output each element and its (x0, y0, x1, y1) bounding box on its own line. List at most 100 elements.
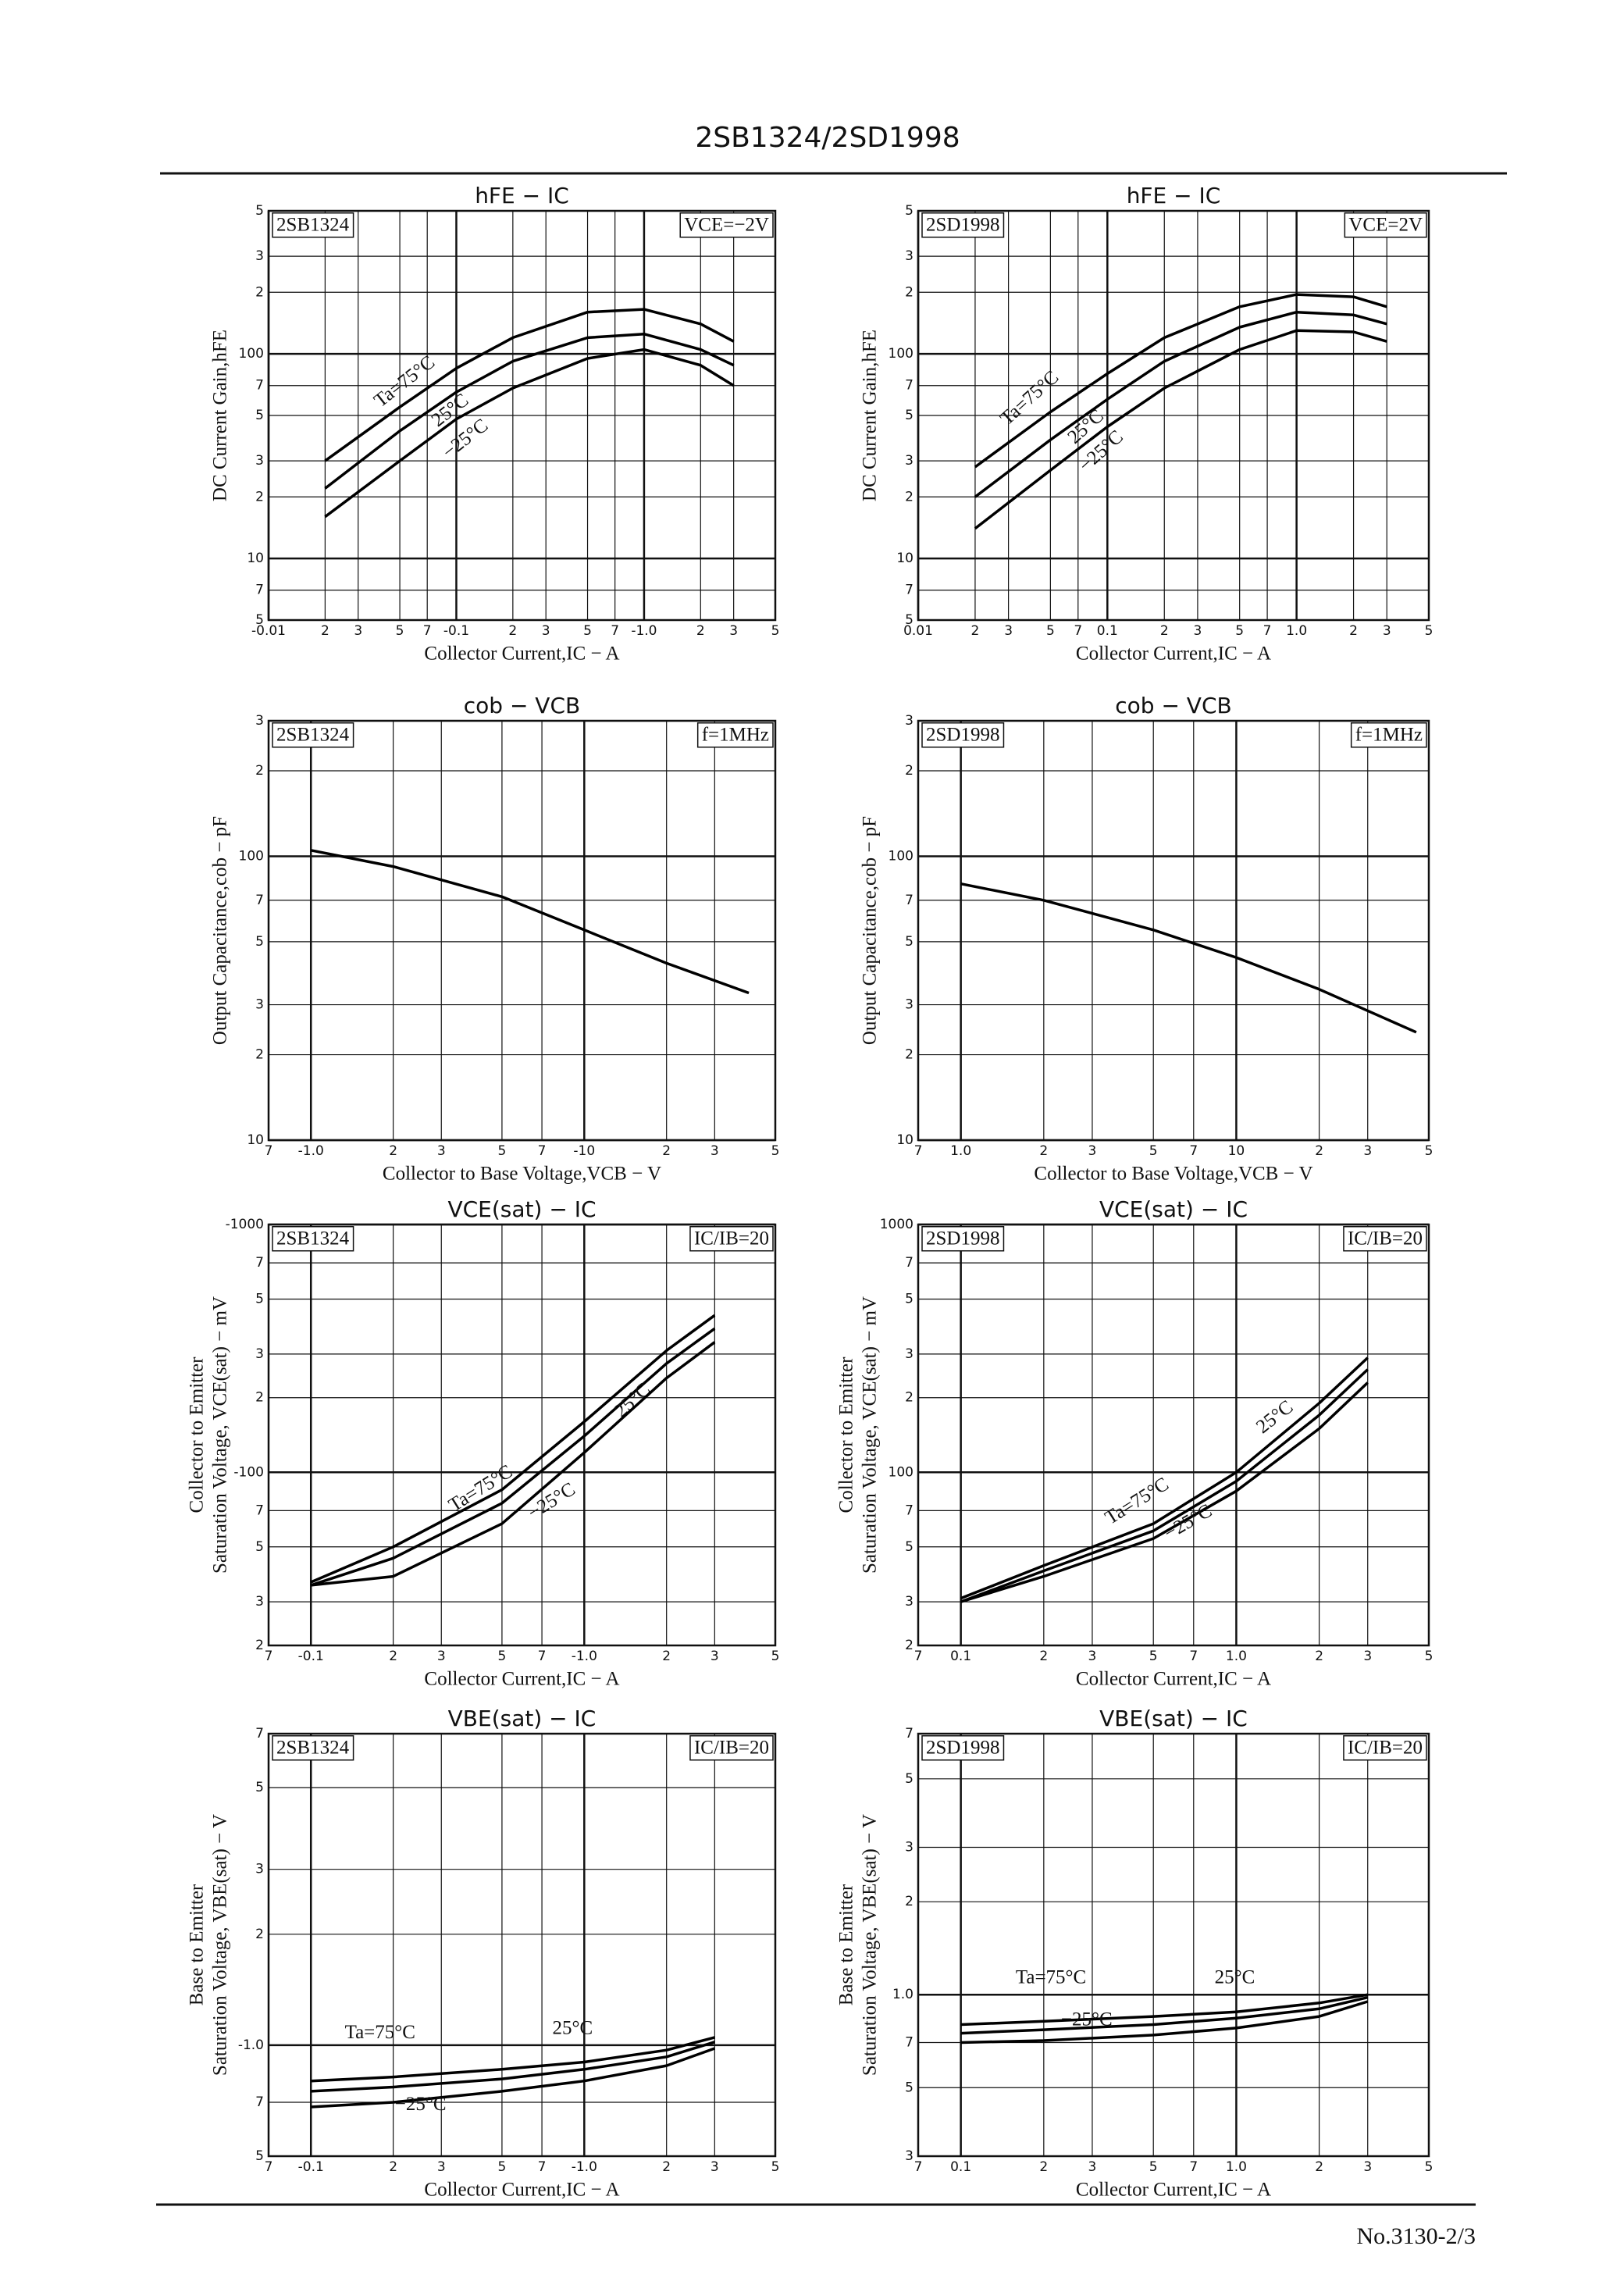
label-box (1343, 1225, 1427, 1252)
y-tick-label: 2 (905, 1390, 914, 1406)
x-tick-label: 2 (1315, 2159, 1323, 2175)
label-box (679, 212, 774, 238)
x-tick-label: 3 (437, 1649, 446, 1664)
y-tick-label: 2 (255, 489, 264, 504)
y-tick-label: 5 (255, 1292, 264, 1307)
y-tick-label: 5 (905, 203, 914, 219)
chart-title: cob − VCB (1115, 693, 1231, 718)
curve (311, 2036, 715, 2083)
curve-label: −25°C (395, 2094, 447, 2115)
x-tick-label: 7 (538, 1143, 547, 1159)
condition-label: VCE=2V (1348, 215, 1423, 236)
x-tick-label: 3 (1194, 623, 1202, 639)
x-tick-label: 2 (1039, 1143, 1048, 1159)
x-tick-label: 5 (1149, 2159, 1158, 2175)
y-tick-label: 3 (255, 1594, 264, 1610)
y-tick-label: 3 (255, 1346, 264, 1362)
y-tick-label: 100 (889, 1464, 914, 1480)
curve (311, 2047, 715, 2109)
x-tick-label: 2 (662, 2159, 671, 2175)
y-tick-label: 10 (896, 1132, 914, 1148)
x-tick-label: -10 (573, 1143, 595, 1159)
x-tick-label: 3 (1363, 1649, 1372, 1664)
x-tick-label: 7 (538, 2159, 547, 2175)
y-tick-label: 7 (255, 1726, 264, 1741)
condition-label: f=1MHz (1355, 725, 1423, 746)
y-axis-label: Saturation Voltage, VBE(sat) − V (210, 1814, 231, 2076)
x-tick-label: 7 (265, 2159, 273, 2175)
y-tick-label: 5 (255, 934, 264, 950)
x-tick-label: 7 (538, 1649, 547, 1664)
y-tick-label: 2 (905, 1638, 914, 1653)
x-tick-label: 5 (583, 623, 592, 639)
label-box (921, 1225, 1005, 1252)
x-tick-label: 3 (710, 2159, 719, 2175)
y-tick-label: 10 (247, 551, 264, 566)
x-tick-label: 7 (1189, 1649, 1198, 1664)
x-tick-label: 1.0 (950, 1143, 971, 1159)
label-box (696, 722, 774, 748)
x-tick-label: 5 (771, 1143, 780, 1159)
x-tick-label: -1.0 (631, 623, 657, 639)
curve (960, 2000, 1369, 2044)
condition-label: VCE=−2V (684, 215, 769, 236)
y-tick-label: 7 (255, 583, 264, 598)
y-tick-label: 3 (905, 997, 914, 1013)
x-tick-label: 2 (1315, 1649, 1323, 1664)
y-tick-label: 100 (889, 848, 914, 864)
y-tick-label: 100 (889, 346, 914, 362)
y-tick-label: 2 (255, 1927, 264, 1942)
y-axis-label: DC Current Gain,hFE (210, 330, 231, 501)
x-tick-label: 2 (1349, 623, 1358, 639)
y-tick-label: 3 (255, 248, 264, 264)
x-tick-label: 3 (354, 623, 362, 639)
y-tick-label: 2 (905, 1894, 914, 1909)
x-tick-label: 2 (662, 1143, 671, 1159)
x-axis-label: Collector to Base Voltage,VCB − V (383, 1164, 661, 1185)
x-tick-label: 2 (321, 623, 329, 639)
x-tick-label: 2 (696, 623, 705, 639)
y-tick-label: 7 (255, 378, 264, 394)
x-tick-label: 2 (1039, 2159, 1048, 2175)
y-axis-label: Collector to Emitter (836, 1356, 857, 1513)
y-tick-label: 7 (905, 1726, 914, 1741)
condition-label: IC/IB=20 (1348, 1228, 1423, 1250)
y-tick-label: 5 (905, 408, 914, 423)
x-tick-label: 7 (1189, 1143, 1198, 1159)
x-tick-label: 5 (1046, 623, 1055, 639)
label-box (1350, 722, 1427, 748)
x-tick-label: 7 (914, 1649, 923, 1664)
y-tick-label: 2 (255, 763, 264, 779)
x-axis-label: Collector Current,IC − A (424, 1669, 619, 1690)
chart-title: cob − VCB (464, 693, 580, 718)
x-tick-label: 0.1 (950, 1649, 971, 1664)
y-tick-label: 7 (905, 1255, 914, 1271)
device-label: 2SB1324 (276, 215, 350, 236)
curve (324, 308, 735, 462)
x-tick-label: -1.0 (298, 1143, 324, 1159)
condition-label: f=1MHz (702, 725, 769, 746)
label-box (689, 1734, 774, 1761)
y-tick-label: 3 (255, 997, 264, 1013)
y-tick-label: 5 (255, 1780, 264, 1795)
label-box (272, 1225, 354, 1252)
x-tick-label: 3 (710, 1143, 719, 1159)
curve (974, 310, 1387, 498)
y-tick-label: 10 (247, 1132, 264, 1148)
y-tick-label: 2 (255, 1638, 264, 1653)
y-tick-label: 5 (255, 408, 264, 423)
x-tick-label: 7 (1189, 2159, 1198, 2175)
x-tick-label: 3 (1383, 623, 1391, 639)
chart-title: hFE − IC (475, 183, 569, 209)
label-box (921, 212, 1005, 238)
curve-label: Ta=75°C (1016, 1967, 1086, 1988)
y-axis-label: Output Capacitance,cob − pF (860, 816, 881, 1045)
y-tick-label: 100 (239, 848, 264, 864)
y-tick-label: 100 (239, 346, 264, 362)
x-tick-label: 1.0 (1226, 2159, 1247, 2175)
curve (960, 1381, 1369, 1603)
device-label: 2SB1324 (276, 1738, 350, 1759)
y-tick-label: 5 (905, 1292, 914, 1307)
x-tick-label: -0.1 (298, 1649, 324, 1664)
